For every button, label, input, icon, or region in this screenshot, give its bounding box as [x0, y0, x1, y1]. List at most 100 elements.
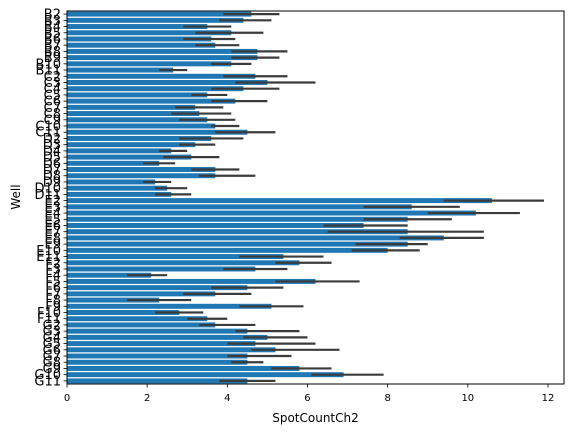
bar-G4 [67, 334, 268, 340]
y-tick-label: D7 [43, 163, 61, 178]
bar-F10 [67, 310, 180, 315]
x-tick-label: 4 [224, 393, 230, 404]
bar-B6 [67, 36, 212, 42]
bar-C11 [67, 129, 248, 135]
bar-D5 [67, 154, 192, 160]
y-tick-label: B10 [36, 57, 61, 72]
bar-B2 [67, 11, 252, 17]
y-tick-label: G4 [43, 331, 61, 346]
y-tick-label: B8 [44, 45, 61, 60]
y-tick-label: C5 [44, 88, 61, 103]
y-tick-label: F10 [37, 306, 61, 321]
bar-C8 [67, 111, 200, 117]
y-tick-label: C10 [35, 120, 61, 135]
y-tick-label: B3 [44, 14, 61, 29]
y-tick-label: E4 [45, 207, 62, 222]
bar-C4 [67, 86, 244, 92]
y-tick-label: D3 [43, 138, 61, 153]
y-tick-label: C3 [44, 76, 61, 91]
y-tick-label: G11 [34, 374, 61, 389]
x-tick-label: 0 [64, 393, 70, 404]
y-tick-label: B7 [44, 39, 61, 54]
y-tick-label: G9 [43, 362, 61, 377]
y-tick-label: F2 [45, 256, 61, 271]
bar-B9 [67, 55, 258, 61]
y-tick-label: C2 [44, 70, 61, 85]
bar-B3 [67, 17, 244, 23]
y-tick-label: G7 [43, 350, 61, 365]
x-tick-label: 10 [461, 393, 474, 404]
y-tick-label: F5 [45, 275, 61, 290]
errorbar-group [127, 13, 544, 382]
y-tick-label: E7 [45, 225, 62, 240]
bar-D11 [67, 191, 172, 197]
y-tick-group: B2B3B4B5B6B7B8B9B10B11C2C3C4C5C6C7C8C9C1… [34, 8, 67, 389]
bar-F4 [67, 272, 152, 278]
y-tick-label: E9 [45, 238, 62, 253]
bar-B7 [67, 42, 216, 48]
y-tick-label: F7 [45, 287, 61, 302]
y-axis-label: Well [9, 184, 23, 209]
x-tick-label: 12 [542, 393, 555, 404]
y-tick-label: B4 [44, 20, 61, 35]
bar-C10 [67, 123, 216, 129]
x-tick-group: 0 2 4 6 8 10 12 [64, 384, 555, 404]
y-tick-label: B6 [44, 32, 61, 47]
y-tick-label: B5 [44, 26, 61, 41]
y-tick-label: F4 [45, 269, 61, 284]
bar-G2 [67, 322, 216, 328]
y-tick-label: D8 [43, 169, 61, 184]
y-tick-label: G10 [34, 368, 61, 383]
bar-C3 [67, 80, 268, 85]
y-tick-label: F3 [45, 262, 61, 277]
bar-D4 [67, 148, 172, 154]
bar-C9 [67, 117, 208, 123]
y-tick-label: D2 [43, 132, 61, 147]
bar-G6 [67, 347, 276, 353]
bar-C2 [67, 73, 256, 79]
bar-B11 [67, 67, 174, 73]
y-tick-label: F11 [37, 312, 61, 327]
y-tick-label: D9 [43, 175, 61, 190]
bar-E6 [67, 222, 364, 228]
y-tick-label: G3 [43, 325, 61, 340]
bar-F3 [67, 266, 256, 272]
y-tick-label: E11 [36, 250, 61, 265]
y-tick-label: D10 [34, 182, 61, 197]
bar-G7 [67, 353, 248, 359]
bar-D10 [67, 185, 168, 191]
bar-G9 [67, 365, 300, 371]
y-tick-label: E3 [45, 200, 62, 215]
bar-B8 [67, 48, 258, 54]
bar-G11 [67, 378, 248, 384]
bar-F9 [67, 303, 272, 309]
bar-D2 [67, 135, 212, 141]
y-tick-label: E2 [45, 194, 62, 209]
y-tick-label: E8 [45, 231, 62, 246]
y-tick-label: D4 [43, 144, 61, 159]
y-tick-label: F9 [45, 300, 61, 315]
y-tick-label: C4 [44, 82, 61, 97]
y-tick-label: D6 [43, 157, 61, 172]
y-tick-label: G8 [43, 356, 61, 371]
x-tick-label: 2 [144, 393, 150, 404]
bar-D9 [67, 179, 156, 185]
y-tick-label: C7 [44, 101, 61, 116]
y-tick-label: F8 [45, 294, 61, 309]
y-tick-label: F6 [45, 281, 61, 296]
bar-E9 [67, 241, 408, 247]
x-axis-label: SpotCountCh2 [272, 411, 359, 425]
y-tick-label: E10 [36, 244, 61, 259]
bar-E2 [67, 198, 492, 204]
bar-F6 [67, 285, 248, 291]
y-tick-label: G5 [43, 337, 61, 352]
bar-B4 [67, 24, 208, 30]
bar-E4 [67, 210, 476, 216]
bar-E7 [67, 229, 408, 235]
bar-B10 [67, 61, 232, 67]
bar-G5 [67, 341, 256, 347]
y-tick-label: B2 [44, 8, 61, 23]
bar-E10 [67, 247, 388, 253]
y-tick-label: C11 [35, 126, 61, 141]
